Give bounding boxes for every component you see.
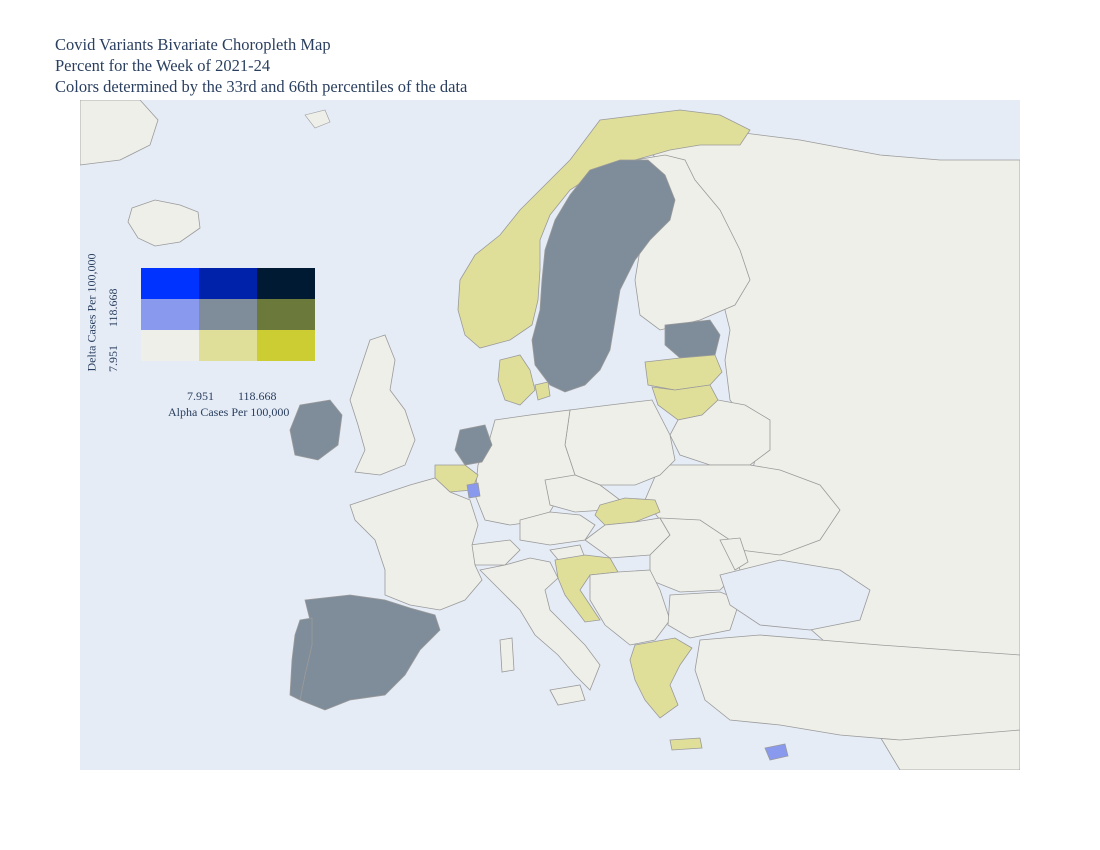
legend-cell-1-2 — [257, 299, 315, 330]
legend-x-tick-low: 7.951 — [187, 389, 214, 403]
country-denmark[interactable] — [497, 354, 536, 406]
island-north — [304, 109, 331, 129]
legend-color-grid — [141, 268, 315, 361]
title-line-2: Percent for the Week of 2021-24 — [55, 56, 271, 75]
country-bulgaria[interactable] — [667, 591, 741, 639]
map-title: Covid Variants Bivariate Choropleth Map … — [55, 34, 467, 97]
country-poland[interactable] — [564, 399, 676, 486]
legend-y-tick-low: 7.951 — [106, 345, 120, 372]
country-balkans[interactable] — [589, 569, 671, 646]
legend-x-ticks: 7.951 118.668 — [187, 389, 277, 404]
country-turkey[interactable] — [694, 634, 1020, 741]
country-netherlands[interactable] — [454, 424, 493, 466]
country-sweden[interactable] — [531, 159, 676, 393]
country-france[interactable] — [349, 477, 483, 611]
country-croatia[interactable] — [554, 554, 619, 623]
country-romania[interactable] — [649, 517, 741, 593]
title-line-3: Colors determined by the 33rd and 66th p… — [55, 77, 468, 96]
crete — [669, 737, 703, 751]
legend-x-label: Alpha Cases Per 100,000 — [168, 405, 290, 419]
legend-cell-2-0 — [141, 330, 199, 361]
country-austria[interactable] — [519, 511, 596, 546]
legend-cell-1-1 — [199, 299, 257, 330]
country-italy[interactable] — [479, 557, 601, 691]
country-slovakia[interactable] — [594, 497, 661, 526]
europe-map[interactable] — [80, 100, 1020, 770]
title-line-1: Covid Variants Bivariate Choropleth Map — [55, 35, 331, 54]
map-area[interactable] — [80, 100, 1020, 770]
legend-y-label: Delta Cases Per 100,000 — [84, 253, 99, 372]
country-luxembourg[interactable] — [466, 482, 481, 499]
country-united-kingdom[interactable] — [349, 334, 416, 476]
legend-cell-2-1 — [199, 330, 257, 361]
legend-cell-1-0 — [141, 299, 199, 330]
country-ireland[interactable] — [289, 399, 343, 461]
country-norway[interactable] — [457, 109, 751, 349]
country-latvia[interactable] — [644, 354, 723, 391]
black-sea — [719, 559, 871, 631]
country-cyprus[interactable] — [764, 743, 789, 761]
sicily — [549, 684, 586, 706]
country-portugal[interactable] — [289, 617, 313, 701]
legend-y-tick-high: 118.668 — [106, 288, 120, 327]
legend-cell-0-0 — [141, 268, 199, 299]
country-greece[interactable] — [629, 637, 693, 719]
legend-cell-0-1 — [199, 268, 257, 299]
country-denmark-island — [534, 381, 551, 401]
sardinia — [499, 637, 515, 673]
country-belarus[interactable] — [669, 399, 771, 466]
iceland[interactable] — [127, 199, 201, 247]
legend-cell-2-2 — [257, 330, 315, 361]
country-moldova[interactable] — [719, 537, 749, 571]
country-estonia[interactable] — [664, 319, 721, 359]
legend-x-tick-high: 118.668 — [238, 389, 277, 403]
bivariate-legend: Delta Cases Per 100,000 7.951 118.668 7.… — [82, 254, 322, 425]
legend-cell-0-2 — [257, 268, 315, 299]
greenland[interactable] — [80, 100, 159, 166]
